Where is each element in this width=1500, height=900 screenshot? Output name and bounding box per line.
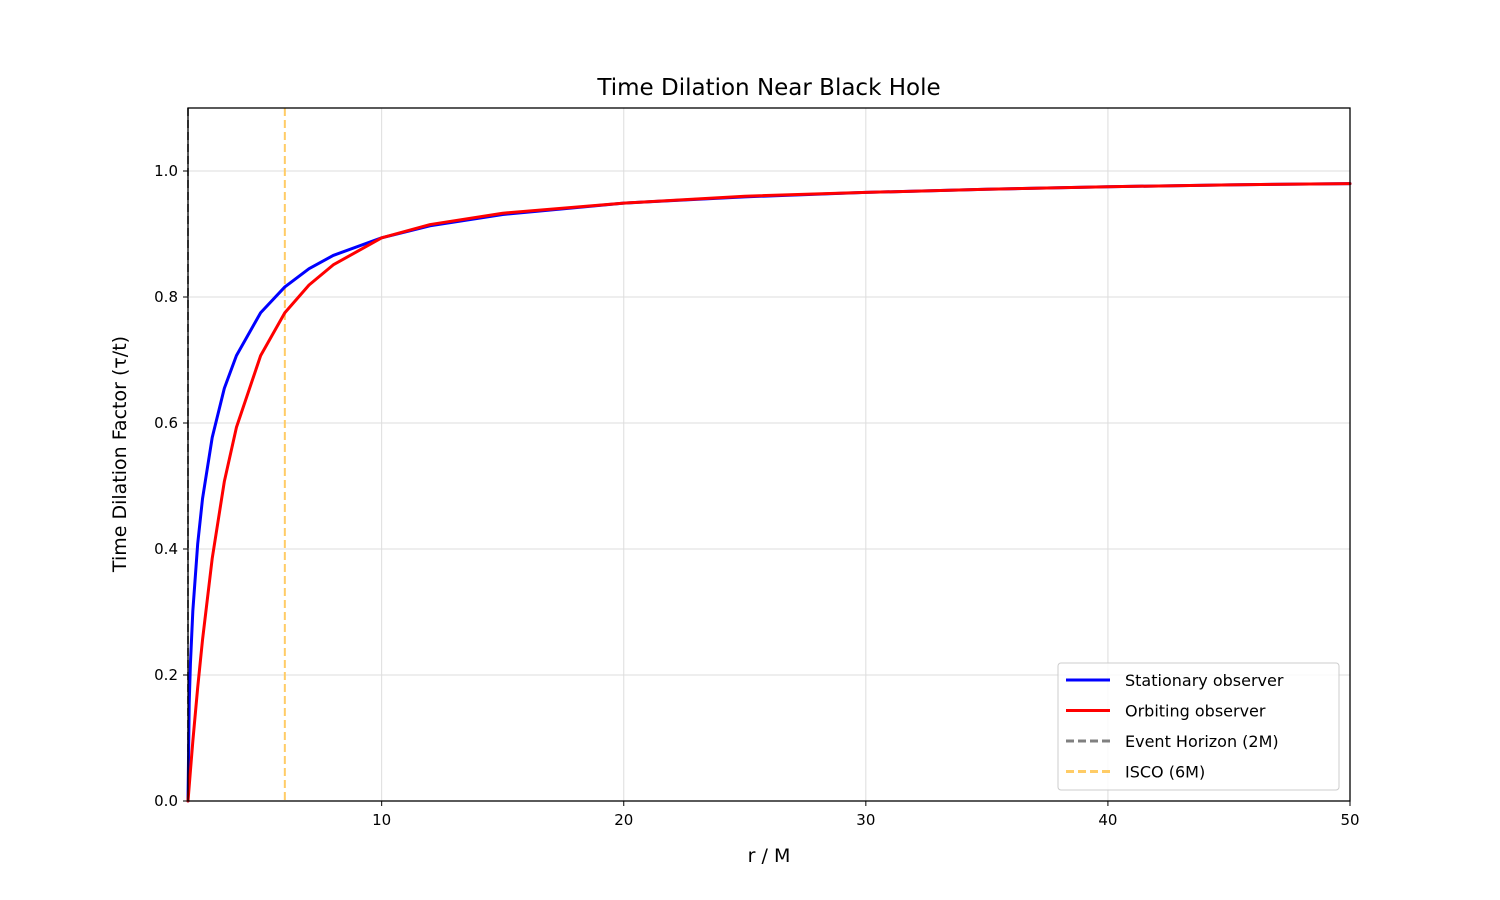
plot-frame bbox=[187, 107, 1351, 802]
legend-label-3: ISCO (6M) bbox=[1125, 763, 1205, 782]
x-ticks: 10 20 30 40 50 bbox=[372, 801, 1360, 829]
y-axis-label: Time Dilation Factor (τ/t) bbox=[109, 336, 131, 573]
y-tick-label: 0.4 bbox=[154, 540, 178, 558]
series-lines bbox=[186, 182, 1352, 803]
x-tick-label: 10 bbox=[372, 811, 391, 829]
y-ticks: 0.0 0.2 0.4 0.6 0.8 1.0 bbox=[154, 162, 188, 810]
y-tick-label: 0.6 bbox=[154, 414, 178, 432]
legend-box bbox=[1057, 662, 1340, 791]
series-line-1 bbox=[186, 182, 1352, 803]
legend-label-0: Stationary observer bbox=[1125, 671, 1284, 690]
x-tick-label: 50 bbox=[1340, 811, 1359, 829]
y-tick-label: 1.0 bbox=[154, 162, 178, 180]
chart-title: Time Dilation Near Black Hole bbox=[596, 75, 940, 101]
x-tick-label: 40 bbox=[1098, 811, 1117, 829]
y-tick-label: 0.0 bbox=[154, 792, 178, 810]
legend-label-1: Orbiting observer bbox=[1125, 702, 1266, 721]
x-axis-label: r / M bbox=[748, 845, 791, 867]
legend-label-2: Event Horizon (2M) bbox=[1125, 732, 1279, 751]
x-tick-label: 20 bbox=[614, 811, 633, 829]
y-tick-label: 0.8 bbox=[154, 288, 178, 306]
legend: Stationary observer Orbiting observer Even… bbox=[1057, 662, 1340, 791]
x-tick-label: 30 bbox=[856, 811, 875, 829]
y-tick-label: 0.2 bbox=[154, 666, 178, 684]
